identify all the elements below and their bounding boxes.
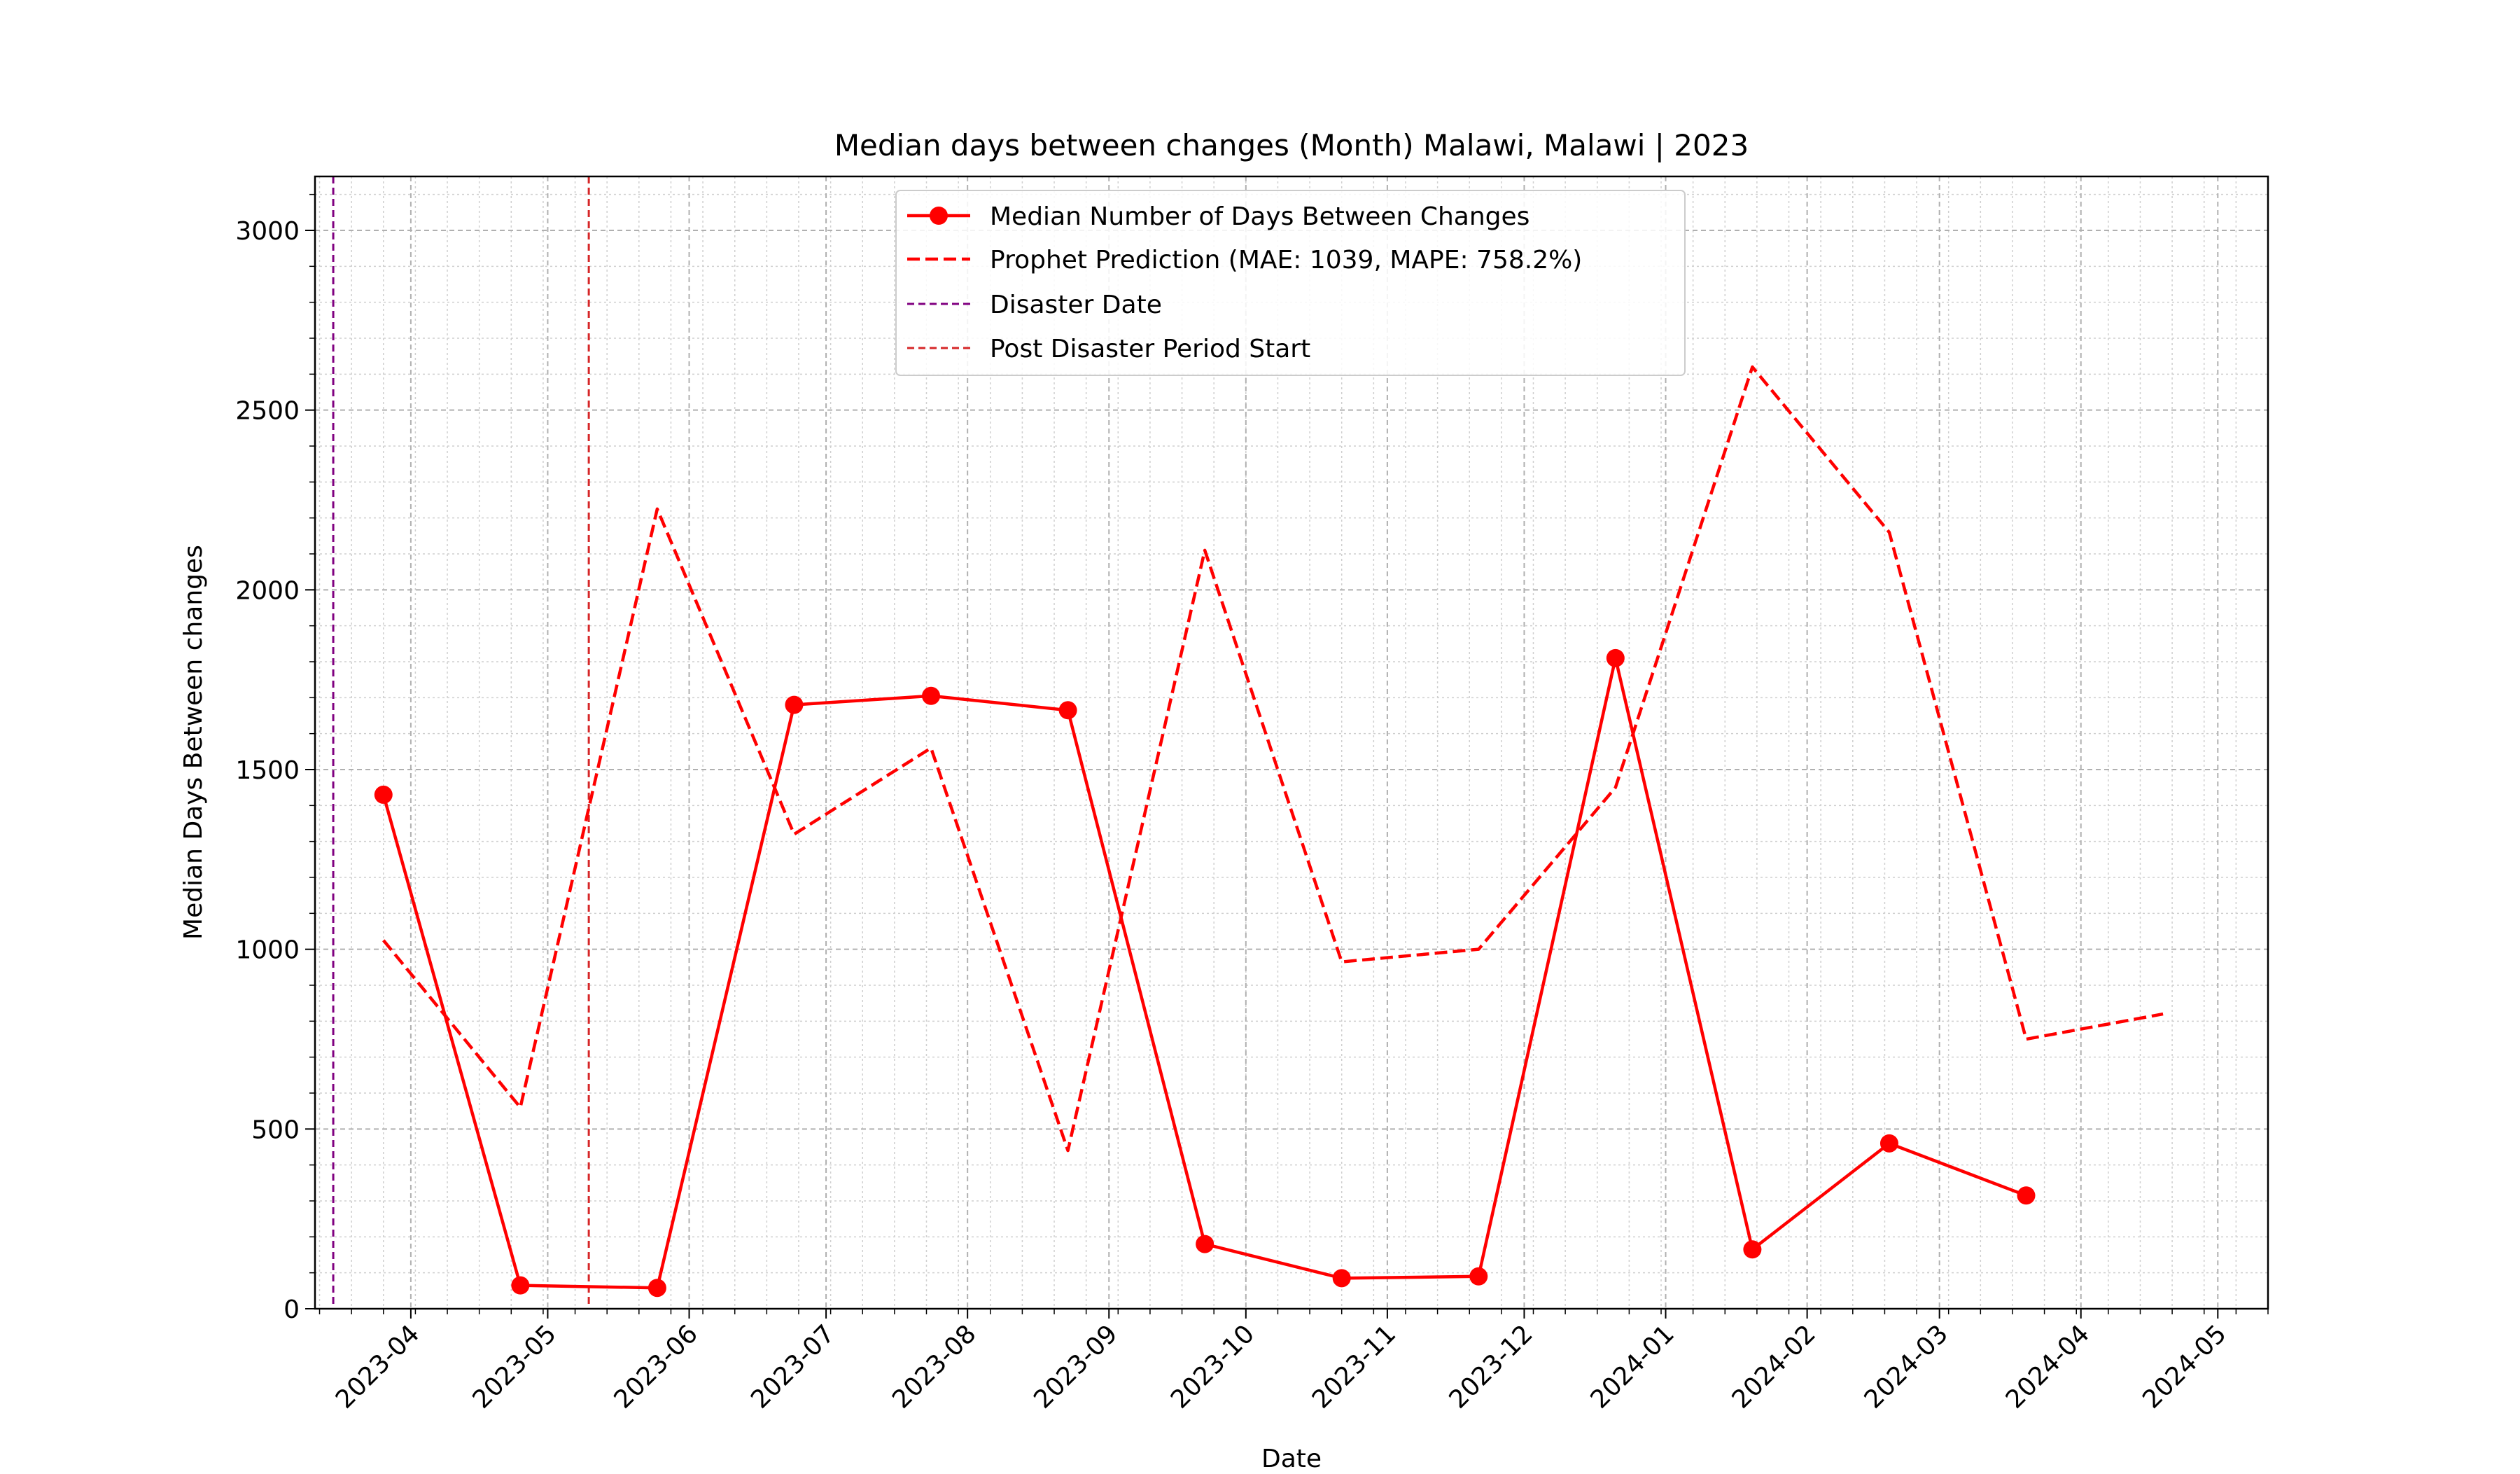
- legend-label-median: Median Number of Days Between Changes: [990, 202, 1530, 231]
- y-tick-label: 2000: [235, 576, 300, 605]
- y-tick-label: 2500: [235, 397, 300, 426]
- x-axis-label: Date: [1261, 1445, 1322, 1470]
- y-tick-label: 3000: [235, 217, 300, 246]
- legend-entry-post-disaster: Post Disaster Period Start: [907, 335, 1310, 363]
- median-days-point: [1469, 1267, 1488, 1286]
- chart-title: Median days between changes (Month) Mala…: [834, 128, 1749, 162]
- median-days-point: [648, 1279, 666, 1298]
- y-axis-label: Median Days Between changes: [179, 545, 208, 940]
- median-days-point: [1879, 1134, 1898, 1153]
- median-days-point: [922, 686, 941, 705]
- legend-label-post-disaster: Post Disaster Period Start: [990, 335, 1310, 363]
- prophet-prediction-line: [382, 365, 2164, 1153]
- median-days-point: [511, 1276, 530, 1295]
- legend-entry-prophet: Prophet Prediction (MAE: 1039, MAPE: 758…: [907, 246, 1582, 274]
- legend-label-prophet: Prophet Prediction (MAE: 1039, MAPE: 758…: [990, 246, 1582, 274]
- legend-label-disaster: Disaster Date: [990, 291, 1162, 319]
- y-tick-label: 1500: [235, 756, 300, 785]
- y-tick-label: 1000: [235, 936, 300, 965]
- median-days-point: [1743, 1240, 1762, 1259]
- median-days-point: [2017, 1186, 2036, 1205]
- median-days-point: [785, 695, 804, 714]
- median-days-point: [1196, 1235, 1214, 1253]
- y-tick-label: 0: [284, 1295, 300, 1324]
- y-tick-label: 500: [251, 1115, 300, 1144]
- legend-frame: [895, 190, 1686, 376]
- legend-entry-median: Median Number of Days Between Changes: [907, 202, 1530, 231]
- plot-frame: [314, 175, 2269, 1310]
- median-days-point: [1606, 648, 1625, 667]
- legend: Median Number of Days Between Changes Pr…: [895, 190, 1686, 376]
- legend-entry-disaster: Disaster Date: [907, 291, 1162, 319]
- median-days-point: [1058, 701, 1077, 720]
- median-days-point: [374, 785, 393, 804]
- median-days-point: [1332, 1269, 1351, 1288]
